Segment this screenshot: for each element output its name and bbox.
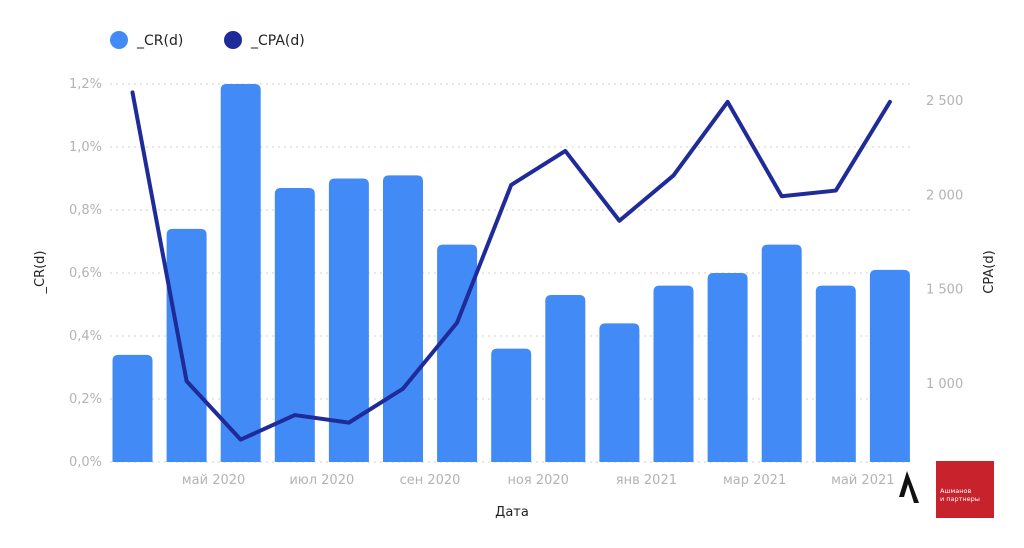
x-axis-ticks: май 2020 июл 2020 сен 2020 ноя 2020 янв 2021…: [182, 473, 895, 488]
left-tick-label: 0,6%: [69, 266, 102, 281]
right-tick-label: 2 500: [926, 94, 963, 109]
left-tick-label: 1,0%: [69, 140, 102, 155]
cr-bar[interactable]: [761, 244, 802, 462]
x-tick-label: ноя 2020: [507, 473, 569, 488]
cr-bar[interactable]: [166, 228, 207, 462]
cr-bar[interactable]: [707, 273, 748, 462]
left-axis-title: _CR(d): [33, 250, 48, 294]
cr-bar[interactable]: [220, 84, 261, 462]
x-tick-label: июл 2020: [289, 473, 354, 488]
x-tick-label: янв 2021: [616, 473, 677, 488]
legend-label-cpa[interactable]: _CPA(d): [250, 33, 305, 49]
cr-bar[interactable]: [383, 175, 423, 462]
right-tick-label: 2 000: [926, 188, 963, 203]
x-tick-label: сен 2020: [400, 473, 461, 488]
cr-bar[interactable]: [599, 323, 640, 462]
cpa-line-layer: [130, 90, 892, 442]
logo-text-line1: Ашманов: [940, 487, 972, 495]
cr-bars: [112, 84, 910, 463]
cpa-line[interactable]: [130, 90, 892, 442]
legend[interactable]: _CR(d) _CPA(d): [110, 31, 305, 49]
right-axis-title: CPA(d): [982, 250, 997, 293]
x-axis-title: Дата: [495, 505, 529, 520]
company-logo: Ашманов и партнеры: [936, 461, 994, 518]
left-tick-label: 0,2%: [69, 392, 102, 407]
left-tick-label: 0,8%: [69, 203, 102, 218]
x-tick-label: май 2020: [182, 473, 245, 488]
right-tick-label: 1 000: [926, 377, 963, 392]
cr-bar[interactable]: [869, 269, 910, 462]
right-tick-label: 1 500: [926, 283, 963, 298]
left-tick-label: 0,0%: [69, 455, 102, 470]
x-tick-label: май 2021: [831, 473, 894, 488]
cr-bar[interactable]: [491, 348, 532, 462]
legend-marker-cpa: [224, 31, 242, 49]
cr-bar[interactable]: [545, 295, 586, 462]
right-axis-ticks: 1 000 1 500 2 000 2 500: [926, 94, 963, 392]
left-axis-ticks: 0,0% 0,2% 0,4% 0,6% 0,8% 1,0% 1,2%: [69, 77, 102, 470]
cursor-logo-icon: [899, 471, 919, 503]
cr-bar[interactable]: [328, 178, 369, 463]
left-tick-label: 0,4%: [69, 329, 102, 344]
x-tick-label: мар 2021: [723, 473, 786, 488]
cr-bar[interactable]: [437, 244, 478, 462]
left-tick-label: 1,2%: [69, 77, 102, 92]
logo-text-line2: и партнеры: [940, 495, 980, 503]
cr-bar[interactable]: [112, 354, 153, 462]
legend-label-cr[interactable]: _CR(d): [136, 33, 183, 49]
legend-marker-cr: [110, 31, 128, 49]
cr-bar[interactable]: [274, 187, 315, 462]
cr-bar[interactable]: [653, 285, 694, 462]
cr-bar[interactable]: [815, 285, 856, 462]
